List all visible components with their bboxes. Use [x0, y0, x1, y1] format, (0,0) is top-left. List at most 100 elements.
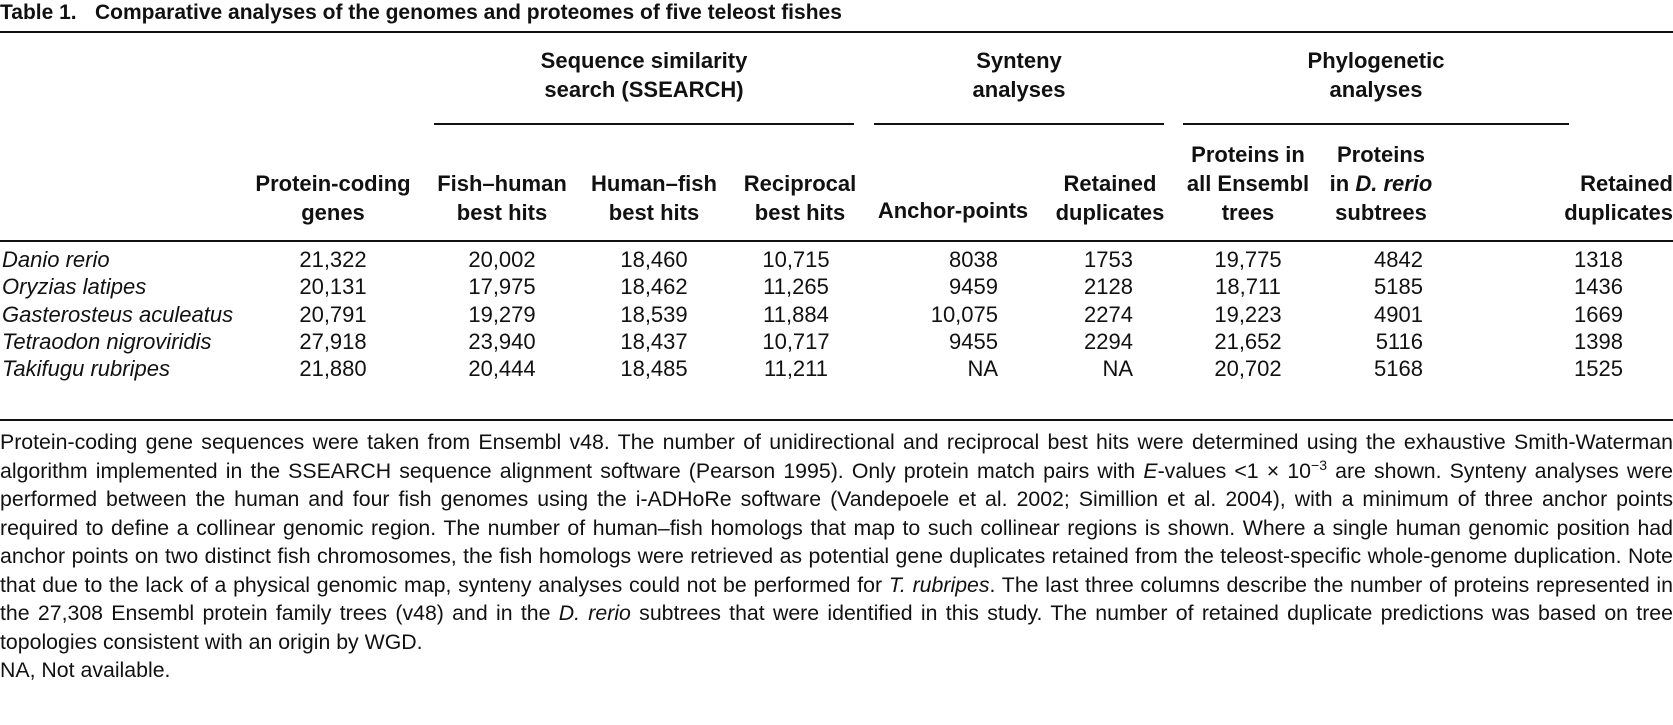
table-cell: 19,775: [1214, 247, 1282, 272]
footnote-text: are shown. Synteny analyses were perform…: [0, 458, 1673, 597]
group-header-line: analyses: [972, 77, 1066, 102]
group-header-line: search (SSEARCH): [544, 77, 744, 102]
table-cell: 8038: [949, 247, 998, 272]
col-header-line: best hits: [608, 200, 700, 225]
table-cell: 4901: [1374, 301, 1423, 327]
table-cell: 1398: [1574, 328, 1623, 354]
table-cell: 18,460: [620, 247, 688, 272]
table-cell: 18,539: [620, 301, 688, 327]
col-header-line: best hits: [456, 200, 548, 225]
group-header-line: analyses: [1329, 77, 1423, 102]
header-rule: [0, 240, 1673, 242]
col-header-human-fish: Human–fish best hits: [584, 169, 724, 227]
table-row: Oryzias latipes 20,131 17,975 18,462 11,265 9…: [0, 272, 1673, 301]
table-cell: 5168: [1374, 356, 1423, 382]
col-header-line: duplicates: [1564, 200, 1673, 225]
table-cell: 9459: [949, 274, 998, 300]
footnote-italic: T. rubripes: [888, 572, 990, 597]
table-cell: 1436: [1574, 274, 1623, 300]
table-cell: 17,975: [468, 274, 536, 300]
table-cell: 2274: [1084, 301, 1133, 327]
table-cell: 23,940: [468, 328, 536, 354]
table-cell: 18,462: [620, 274, 688, 300]
table-cell: 1318: [1574, 247, 1623, 272]
col-header-line: genes: [301, 200, 365, 225]
table-title: Table 1. Comparative analyses of the gen…: [0, 0, 1673, 30]
table-cell: 20,702: [1214, 356, 1282, 382]
col-header-line: in D. rerio: [1318, 169, 1444, 198]
table-cell: 1525: [1574, 356, 1623, 382]
table-label: Table 1.: [0, 1, 77, 24]
col-header-line: all Ensembl: [1186, 171, 1310, 196]
species-name: Gasterosteus aculeatus: [2, 301, 234, 327]
col-header-line: Reciprocal: [743, 171, 857, 196]
table-row: Gasterosteus aculeatus 20,791 19,279 18,539…: [0, 300, 1673, 329]
table-cell: 20,002: [468, 247, 536, 272]
col-header-drerio-subtrees: Proteins in D. rerio subtrees: [1318, 140, 1444, 227]
table-cell: 2128: [1084, 274, 1133, 300]
table-cell: 21,322: [299, 247, 367, 272]
table-cell: 11,211: [763, 356, 829, 382]
col-header-line: duplicates: [1055, 200, 1165, 225]
species-name: Danio rerio: [2, 247, 110, 272]
footnote-paragraph: Protein-coding gene sequences were taken…: [0, 428, 1673, 656]
table-cell: 18,437: [620, 328, 688, 354]
col-header-line: Proteins in: [1191, 142, 1305, 167]
footnote-italic: E: [1143, 458, 1158, 483]
col-header-retained-syn: Retained duplicates: [1040, 169, 1180, 227]
table-cell: 5185: [1374, 274, 1423, 300]
table-cell: 10,075: [930, 301, 998, 327]
col-header-retained-phy: Retained duplicates: [1546, 169, 1673, 227]
col-header-line: Protein-coding: [255, 171, 411, 196]
species-name: Tetraodon nigroviridis: [2, 328, 212, 354]
col-header-line: subtrees: [1335, 200, 1427, 225]
footnote-superscript: −3: [1311, 456, 1327, 473]
table-title-text: Comparative analyses of the genomes and …: [95, 1, 842, 24]
table-cell: 19,279: [468, 301, 536, 327]
col-header-reciprocal: Reciprocal best hits: [730, 169, 870, 227]
table-cell: 11,884: [763, 301, 829, 327]
group-header-phylo: Phylogenetic analyses: [1183, 46, 1569, 104]
footnote-na: NA, Not available.: [0, 658, 171, 682]
table-cell: 9455: [949, 328, 998, 354]
species-name: Oryzias latipes: [2, 274, 147, 300]
col-header-line: Retained: [1580, 171, 1673, 196]
footnote-text: Protein-coding gene sequences were taken…: [0, 430, 1673, 483]
table-row: Tetraodon nigroviridis 27,918 23,940 18,437…: [0, 327, 1673, 356]
table-cell: 1669: [1574, 301, 1623, 327]
col-header-species: D. rerio: [1355, 171, 1433, 196]
col-header-protein-coding: Protein-coding genes: [248, 169, 418, 227]
species-name: Takifugu rubripes: [2, 356, 170, 382]
table-cell: 5116: [1375, 328, 1423, 354]
group-header-ssearch: Sequence similarity search (SSEARCH): [434, 46, 854, 104]
col-header-line: Anchor-points: [877, 198, 1029, 223]
table-cell: NA: [967, 356, 998, 382]
table-cell: 18,711: [1215, 274, 1281, 300]
col-header-line: Fish–human: [437, 171, 567, 196]
col-header-line: Retained: [1063, 171, 1157, 196]
table-cell: 19,223: [1214, 301, 1282, 327]
group-header-line: Phylogenetic: [1307, 48, 1445, 73]
table-cell: 10,715: [762, 247, 830, 272]
table-cell: 11,265: [763, 274, 829, 300]
group-rule-phylo: [1183, 123, 1569, 125]
table-cell: 2294: [1084, 328, 1133, 354]
col-header-fish-human: Fish–human best hits: [432, 169, 572, 227]
table-footnotes: Protein-coding gene sequences were taken…: [0, 428, 1673, 685]
col-header-line: trees: [1221, 200, 1275, 225]
table-cell: 18,485: [620, 356, 688, 382]
bottom-rule: [0, 419, 1673, 421]
col-header-line: best hits: [754, 200, 846, 225]
group-header-line: Synteny: [976, 48, 1062, 73]
table-cell: 20,131: [299, 274, 367, 300]
footnote-text: subtrees that were identified in this st…: [0, 601, 1673, 654]
col-header-word: in: [1329, 171, 1350, 196]
table-cell: 10,717: [762, 328, 830, 354]
col-header-line: Proteins: [1336, 142, 1426, 167]
footnote-text: . The last three columns describe the nu…: [0, 572, 1673, 626]
top-rule: [0, 31, 1673, 33]
group-rule-ssearch: [434, 123, 854, 125]
table-cell: 1753: [1084, 247, 1133, 272]
table-cell: 21,652: [1214, 328, 1282, 354]
table-row: Takifugu rubripes 21,880 20,444 18,485 11,21…: [0, 354, 1673, 383]
